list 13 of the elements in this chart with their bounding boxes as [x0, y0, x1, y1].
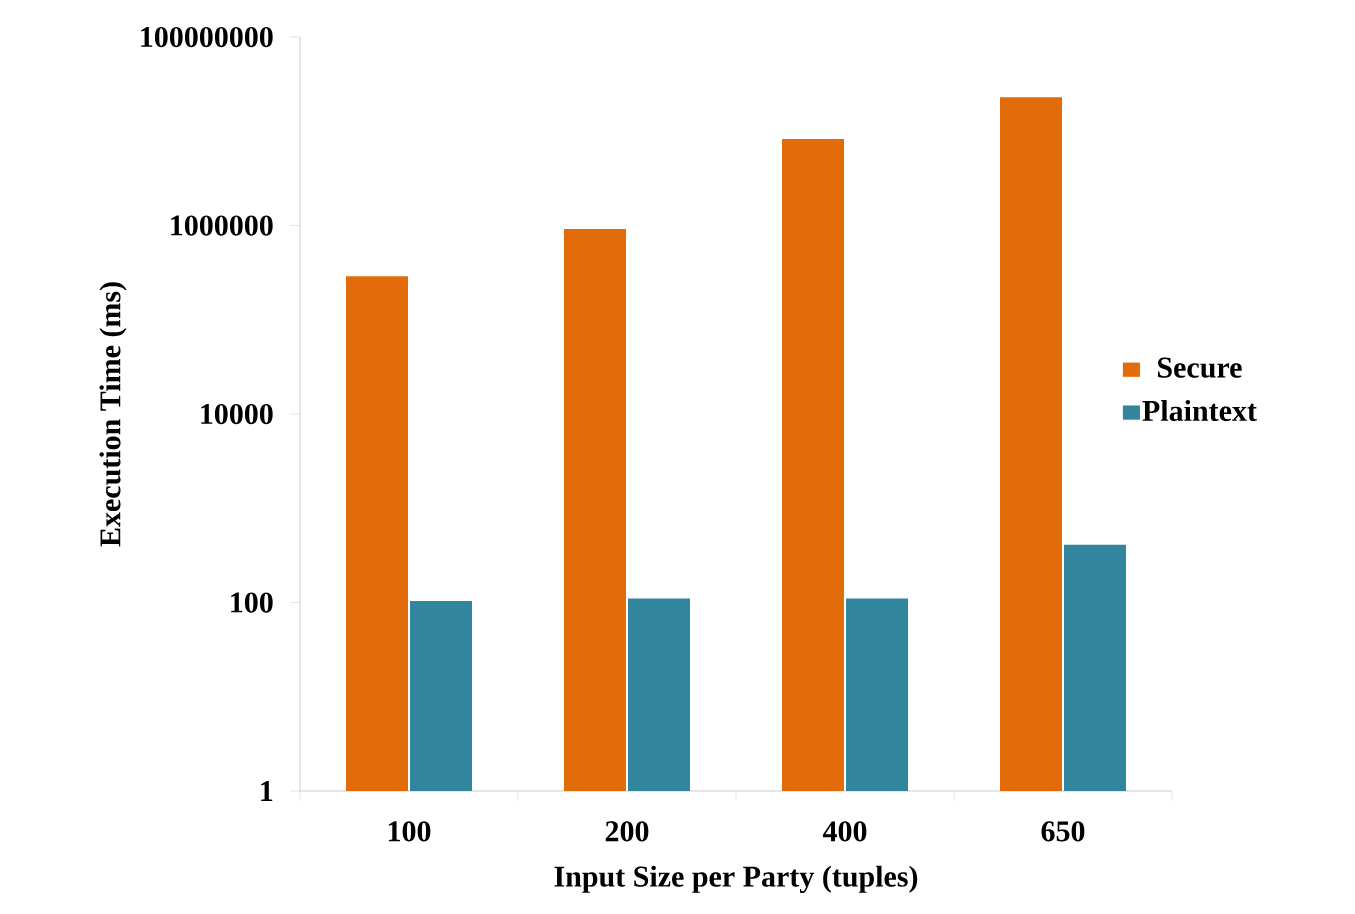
- x-axis-title: Input Size per Party (tuples): [554, 865, 918, 893]
- y-tick-label: 100: [231, 592, 273, 613]
- x-tick-label: 200: [605, 821, 649, 842]
- y-tick-label: 100000000: [141, 26, 273, 48]
- x-tick-label: 650: [1041, 821, 1085, 842]
- legend-label: Plaintext: [1142, 399, 1257, 422]
- y-tick-label: 1: [261, 781, 273, 801]
- y-tick-label: 1000000: [171, 215, 273, 236]
- y-axis-title: Execution Time (ms): [99, 282, 127, 547]
- y-tick-label: 10000: [201, 403, 273, 425]
- x-tick-label: 100: [388, 821, 431, 842]
- legend-label: Secure: [1158, 357, 1242, 378]
- x-tick-label: 400: [822, 821, 867, 842]
